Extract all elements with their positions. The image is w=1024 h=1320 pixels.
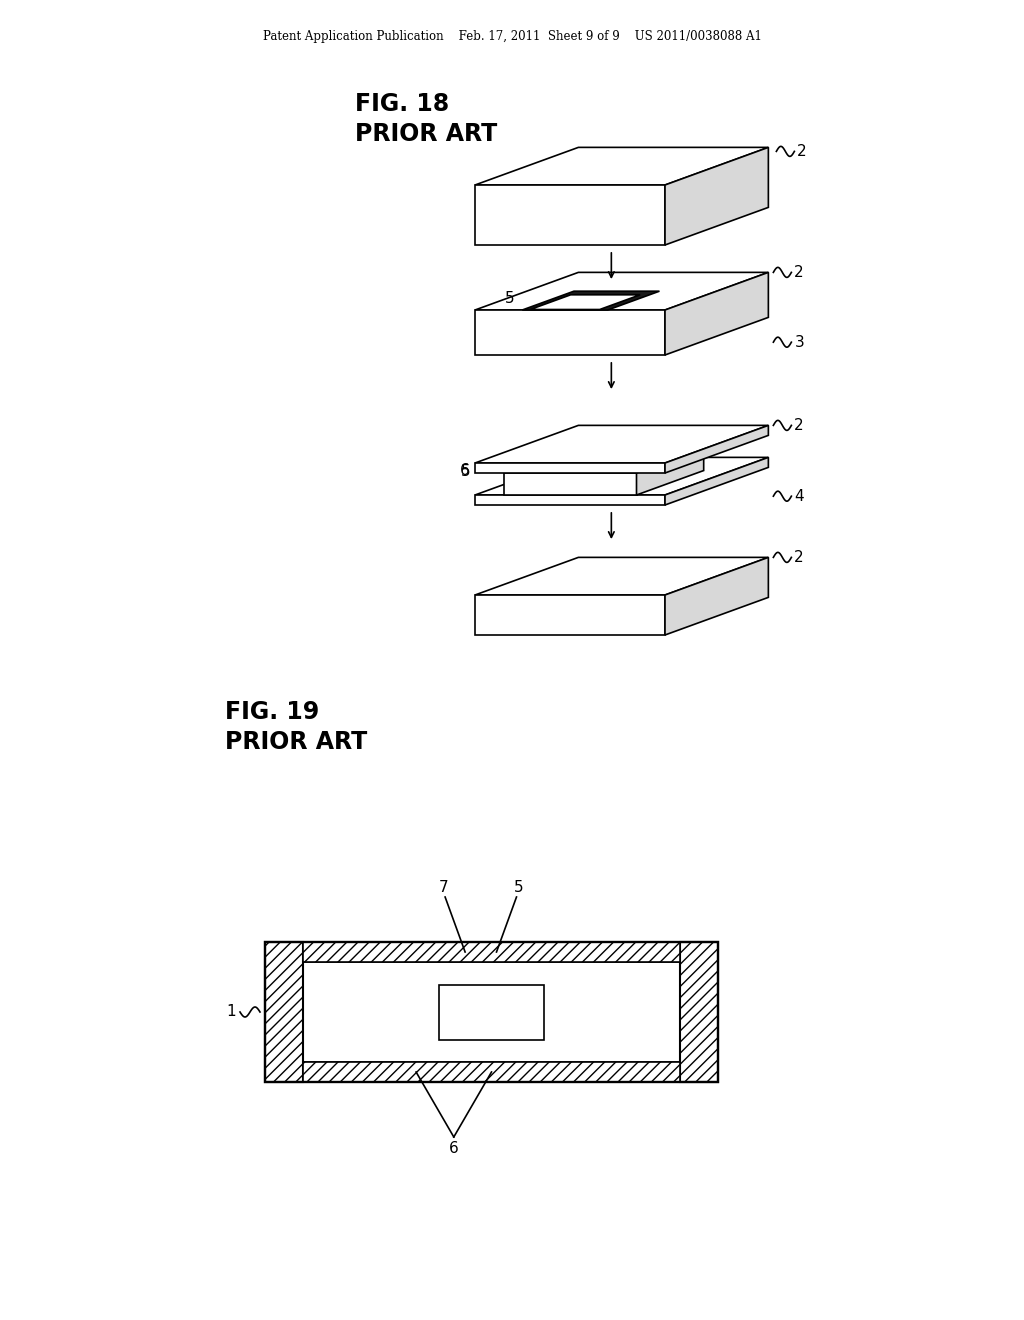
Text: 6: 6 <box>460 463 470 478</box>
Polygon shape <box>504 473 637 495</box>
Polygon shape <box>475 425 768 463</box>
Polygon shape <box>475 595 665 635</box>
Bar <box>303 1063 680 1082</box>
Text: 7: 7 <box>438 880 447 895</box>
Bar <box>438 985 545 1040</box>
Polygon shape <box>475 457 768 495</box>
Polygon shape <box>637 449 703 495</box>
Polygon shape <box>665 557 768 635</box>
Polygon shape <box>475 463 665 473</box>
Bar <box>303 962 680 1063</box>
Polygon shape <box>475 495 665 506</box>
Text: 6: 6 <box>449 1140 459 1156</box>
Polygon shape <box>522 292 659 310</box>
Polygon shape <box>475 272 768 310</box>
Text: 2: 2 <box>795 265 804 280</box>
Text: 4: 4 <box>795 488 804 504</box>
Bar <box>265 942 303 1082</box>
Polygon shape <box>475 185 665 246</box>
Text: 1: 1 <box>226 1005 236 1019</box>
Polygon shape <box>665 148 768 246</box>
Text: 3: 3 <box>795 335 804 350</box>
Text: 5: 5 <box>505 292 514 306</box>
Text: FIG. 19: FIG. 19 <box>225 700 319 723</box>
Text: 2: 2 <box>795 418 804 433</box>
Text: PRIOR ART: PRIOR ART <box>355 121 498 147</box>
Bar <box>265 942 718 1082</box>
Text: Patent Application Publication    Feb. 17, 2011  Sheet 9 of 9    US 2011/0038088: Patent Application Publication Feb. 17, … <box>262 30 762 44</box>
Polygon shape <box>665 425 768 473</box>
Polygon shape <box>665 457 768 506</box>
Bar <box>303 942 680 962</box>
Text: FIG. 18: FIG. 18 <box>355 92 450 116</box>
Text: 5: 5 <box>514 880 523 895</box>
Polygon shape <box>665 272 768 355</box>
Text: 2: 2 <box>798 144 807 158</box>
Bar <box>680 942 718 1082</box>
Polygon shape <box>504 449 703 473</box>
Polygon shape <box>475 310 665 355</box>
Polygon shape <box>530 294 640 309</box>
Text: 2: 2 <box>795 550 804 565</box>
Text: 5: 5 <box>461 463 470 479</box>
Text: PRIOR ART: PRIOR ART <box>225 730 368 754</box>
Polygon shape <box>475 557 768 595</box>
Polygon shape <box>475 148 768 185</box>
